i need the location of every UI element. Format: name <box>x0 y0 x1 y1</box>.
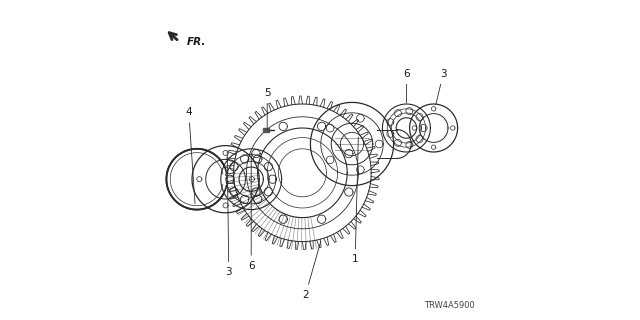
Polygon shape <box>230 101 374 245</box>
Polygon shape <box>220 147 283 211</box>
Text: FR.: FR. <box>187 36 207 47</box>
Text: 6: 6 <box>248 153 255 271</box>
Text: 1: 1 <box>352 137 358 264</box>
Polygon shape <box>381 102 432 154</box>
Polygon shape <box>191 144 261 214</box>
Text: 4: 4 <box>186 107 195 204</box>
Polygon shape <box>408 102 460 154</box>
Text: 3: 3 <box>225 152 232 277</box>
Text: TRW4A5900: TRW4A5900 <box>424 301 475 310</box>
Text: 3: 3 <box>436 69 447 105</box>
Polygon shape <box>309 101 396 187</box>
Text: 6: 6 <box>403 69 410 103</box>
Text: 5: 5 <box>264 88 271 130</box>
Polygon shape <box>264 128 269 132</box>
Text: 2: 2 <box>302 241 321 300</box>
